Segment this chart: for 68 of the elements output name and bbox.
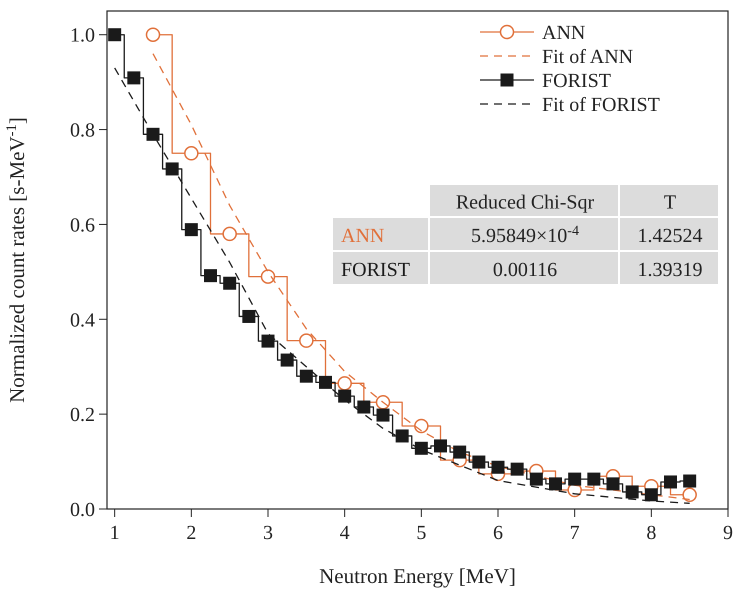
point <box>453 446 466 459</box>
x-tick-label: 6 <box>493 522 503 544</box>
y-tick-label: 0.4 <box>70 309 95 332</box>
point <box>338 390 352 403</box>
y-tick-label: 0.0 <box>70 499 95 521</box>
point <box>222 226 237 242</box>
x-tick-label: 1 <box>110 522 120 544</box>
point <box>606 477 620 490</box>
point <box>626 485 639 498</box>
point <box>299 333 314 348</box>
annotation: ANN <box>341 225 384 247</box>
point <box>146 27 160 42</box>
point <box>184 146 199 161</box>
x-tick-label: 2 <box>186 522 196 544</box>
x-tick-label: 4 <box>340 522 350 544</box>
legend-label: ANN <box>542 22 586 44</box>
y-tick-label: 0.8 <box>70 120 95 142</box>
annotation: FORIST <box>341 259 410 281</box>
point <box>587 472 600 486</box>
x-tick-label: 3 <box>263 522 273 544</box>
point <box>530 472 543 486</box>
point <box>280 354 294 367</box>
annotation: 0.00116 <box>492 259 558 281</box>
point <box>260 269 276 284</box>
point <box>568 472 582 486</box>
point <box>414 442 428 455</box>
point <box>127 71 140 84</box>
x-tick-label: 5 <box>416 522 426 544</box>
annotation: Reduced Chi-Sqr <box>456 192 594 214</box>
x-axis-title: Neutron Energy [MeV] <box>319 564 516 588</box>
y-tick-label: 0.2 <box>70 404 95 426</box>
y-tick-label: 1.0 <box>70 24 95 47</box>
point <box>204 269 217 282</box>
point <box>664 475 677 488</box>
point <box>319 376 332 389</box>
annotation: T <box>664 192 676 214</box>
point <box>510 462 524 476</box>
x-tick-label: 7 <box>570 522 580 544</box>
point <box>376 408 390 422</box>
point <box>262 334 274 348</box>
x-tick-label: 8 <box>646 522 656 544</box>
annotation: 1.42524 <box>638 225 702 247</box>
point <box>682 488 697 502</box>
legend-label: Fit of FORIST <box>542 94 660 116</box>
point <box>683 474 696 488</box>
point <box>242 310 256 323</box>
point <box>300 370 313 383</box>
point <box>644 488 658 502</box>
annotation: 5.95849×10$^{-4}$ <box>471 224 579 247</box>
point <box>396 429 409 442</box>
point <box>549 477 562 490</box>
x-tick-label: 9 <box>723 522 733 544</box>
point <box>492 460 504 474</box>
legend-label: FORIST <box>542 70 611 92</box>
point <box>434 439 447 452</box>
annotation: 1.39319 <box>638 259 702 281</box>
point <box>414 418 429 434</box>
point <box>472 456 486 469</box>
legend-label: Fit of ANN <box>542 46 634 68</box>
point <box>376 395 390 410</box>
point <box>357 400 370 414</box>
point <box>108 28 122 42</box>
point <box>184 223 198 236</box>
point <box>223 276 236 290</box>
point <box>146 128 160 141</box>
point <box>337 376 352 391</box>
point <box>166 162 179 176</box>
y-tick-label: 0.6 <box>70 214 95 236</box>
